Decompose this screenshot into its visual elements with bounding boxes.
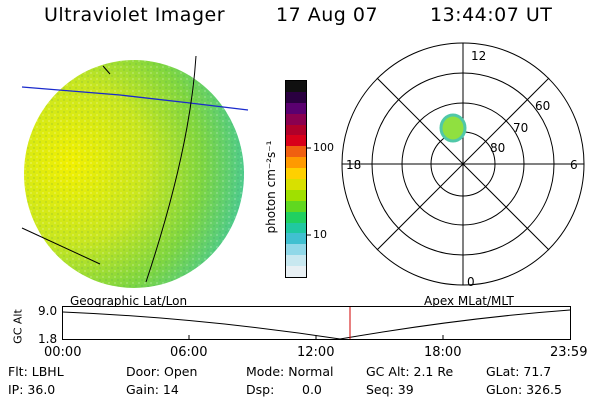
- seq-status: Seq: 39: [366, 382, 414, 397]
- gain-status: Gain: 14: [126, 382, 179, 397]
- colorbar-tick-100: 100: [313, 141, 334, 154]
- colorbar-swatch: [286, 157, 306, 169]
- timeline-plot: [62, 306, 571, 340]
- glon-status: GLon: 326.5: [486, 382, 562, 397]
- colorbar-swatch: [286, 255, 306, 267]
- dsp-value: 0.0: [302, 382, 322, 397]
- colorbar-swatch: [286, 244, 306, 256]
- mlt-label-right: 6: [570, 158, 578, 172]
- colorbar-swatch: [286, 222, 306, 234]
- colorbar-swatch: [286, 168, 306, 180]
- date-label: 17 Aug 07: [276, 4, 379, 26]
- colorbar-swatch: [286, 189, 306, 201]
- mlat-label-60: 60: [535, 99, 550, 113]
- polar-label: Apex MLat/MLT: [424, 294, 514, 308]
- lon-line-3: [102, 65, 111, 75]
- mlt-label-bottom: 0: [467, 275, 475, 289]
- dsp-status: Dsp:: [246, 382, 275, 397]
- auroral-spot: [439, 113, 467, 143]
- filter-status: Flt: LBHL: [8, 364, 64, 379]
- colorbar-swatch: [286, 146, 306, 158]
- mode-status: Mode: Normal: [246, 364, 334, 379]
- colorbar-swatch: [286, 81, 306, 92]
- time-label: 13:44:07 UT: [430, 4, 553, 26]
- timeline-xtick-2: 12:00: [297, 345, 335, 360]
- colorbar-swatch: [286, 135, 306, 147]
- glat-status: GLat: 71.7: [486, 364, 552, 379]
- colorbar-ticks: [306, 147, 311, 236]
- mlat-label-70: 70: [513, 121, 528, 135]
- timeline-xtick-0: 00:00: [44, 345, 82, 360]
- altitude-curve: [62, 309, 571, 340]
- colorbar-unit-label: photon cm⁻²s⁻¹: [264, 140, 278, 234]
- colorbar-tick-10: 10: [313, 228, 327, 241]
- lon-line-1: [145, 55, 197, 283]
- colorbar-swatch: [286, 200, 306, 212]
- globe-label: Geographic Lat/Lon: [70, 294, 188, 308]
- polar-plot: 12 6 0 18 60 70 80: [341, 42, 585, 289]
- timeline-ytick-top: 9.0: [38, 304, 58, 318]
- colorbar-swatch: [286, 211, 306, 223]
- lon-line-2: [21, 227, 101, 265]
- colorbar-swatch: [286, 113, 306, 125]
- timeline-xtick-1: 06:00: [170, 345, 208, 360]
- gc-alt-status: GC Alt: 2.1 Re: [366, 364, 454, 379]
- timeline-ytick-bottom: 1.8: [38, 332, 58, 346]
- colorbar-swatch: [286, 179, 306, 190]
- ip-status: IP: 36.0: [8, 382, 56, 397]
- lat-line: [21, 86, 249, 111]
- colorbar-swatch: [286, 102, 306, 114]
- colorbar-swatch: [286, 91, 306, 103]
- colorbar-swatch: [286, 233, 306, 245]
- mlt-label-top: 12: [471, 49, 486, 63]
- mlt-label-left: 18: [346, 158, 361, 172]
- timeline-xtick-3: 18:00: [424, 345, 462, 360]
- colorbar-swatch: [286, 124, 306, 136]
- instrument-title: Ultraviolet Imager: [44, 4, 226, 26]
- colorbar-swatch: [286, 266, 306, 277]
- door-status: Door: Open: [126, 364, 198, 379]
- mlat-label-80: 80: [490, 141, 505, 155]
- timeline-xtick-4: 23:59: [550, 345, 588, 360]
- timeline-ylabel: GC Alt: [11, 309, 25, 344]
- colorbar: [285, 80, 307, 278]
